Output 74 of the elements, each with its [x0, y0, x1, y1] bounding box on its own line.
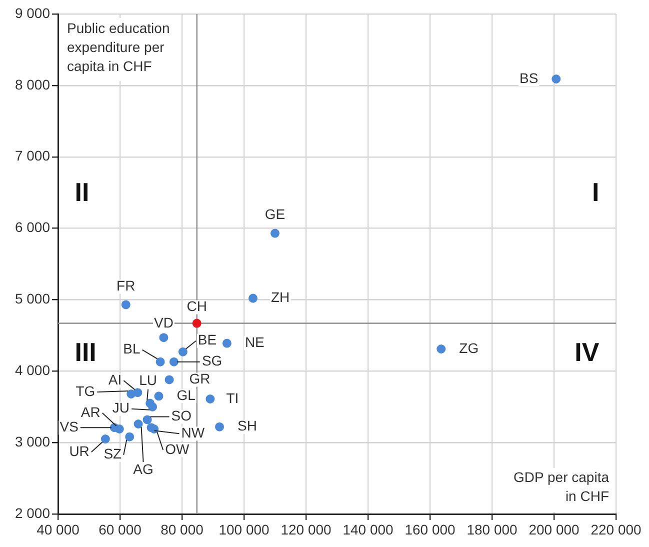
- point: [248, 294, 258, 303]
- point: [222, 338, 232, 348]
- annotation: SG: [202, 352, 222, 369]
- point: [436, 344, 446, 354]
- annotation: GL: [176, 387, 196, 403]
- annotation: IV: [574, 337, 600, 368]
- annotation: JU: [112, 400, 130, 416]
- annotation: TI: [226, 390, 239, 406]
- point: [100, 434, 110, 444]
- annotation: BL: [123, 340, 141, 357]
- x-tick-label: 160 000: [404, 521, 456, 538]
- x-tick-label: 140 000: [342, 521, 394, 538]
- x-tick-label: 120 000: [280, 521, 332, 538]
- annotation: SO: [171, 408, 192, 424]
- x-tick-label: 40 000: [36, 521, 80, 538]
- annotation: I: [592, 177, 600, 208]
- x-tick-label: 80 000: [160, 521, 204, 538]
- point: [142, 415, 152, 424]
- point: [148, 402, 158, 412]
- point: [215, 422, 224, 432]
- annotation: ZH: [270, 289, 290, 306]
- annotation: AG: [133, 460, 154, 477]
- annotation: FR: [116, 278, 136, 294]
- y-axis-title: Public education expenditure per capita in CHF: [67, 20, 170, 74]
- y-tick-label: 4 000: [14, 362, 50, 378]
- point: [150, 424, 159, 434]
- point: [552, 74, 561, 84]
- point: [121, 300, 130, 310]
- annotation: III: [74, 337, 96, 368]
- point: [169, 357, 178, 366]
- point: [164, 375, 174, 384]
- point: [270, 228, 280, 238]
- annotation: VD: [154, 314, 174, 330]
- annotation: SZ: [104, 446, 122, 462]
- point: [178, 347, 188, 356]
- y-tick-label: 2 000: [14, 504, 50, 521]
- annotation: CH: [186, 298, 207, 314]
- point: [192, 318, 202, 328]
- point: [125, 432, 134, 442]
- annotation: NE: [244, 334, 264, 350]
- annotation: VS: [60, 418, 78, 434]
- point: [126, 390, 136, 398]
- annotation: AI: [108, 371, 122, 388]
- annotation: UR: [69, 442, 90, 459]
- annotation: SH: [238, 418, 257, 434]
- annotation: GE: [264, 206, 286, 222]
- annotation: LU: [139, 372, 158, 388]
- annotation: BE: [198, 332, 217, 348]
- annotation: AR: [80, 404, 100, 420]
- x-tick-label: 180 000: [466, 521, 518, 538]
- y-tick-label: 3 000: [14, 433, 50, 450]
- y-tick-label: 7 000: [14, 148, 50, 164]
- y-tick-label: 9 000: [14, 4, 50, 21]
- annotation: OW: [165, 440, 190, 457]
- annotation: GR: [189, 370, 210, 387]
- x-tick-label: 60 000: [98, 521, 142, 538]
- y-tick-label: 6 000: [14, 219, 50, 236]
- point: [159, 333, 168, 342]
- point: [156, 357, 165, 366]
- x-tick-label: 220 000: [590, 521, 642, 538]
- point: [206, 394, 215, 404]
- y-tick-label: 8 000: [14, 76, 50, 92]
- annotation: TG: [76, 382, 96, 399]
- annotation: NW: [181, 424, 206, 440]
- x-tick-label: 200 000: [528, 521, 580, 538]
- point: [134, 420, 143, 428]
- x-axis-title: GDP per capita in CHF: [514, 468, 610, 504]
- y-tick-label: 5 000: [14, 290, 50, 307]
- point: [154, 392, 164, 401]
- x-tick-label: 100 000: [218, 521, 270, 538]
- point: [110, 423, 119, 432]
- annotation: II: [74, 177, 90, 208]
- annotation: ZG: [459, 340, 479, 356]
- annotation: BS: [519, 70, 538, 86]
